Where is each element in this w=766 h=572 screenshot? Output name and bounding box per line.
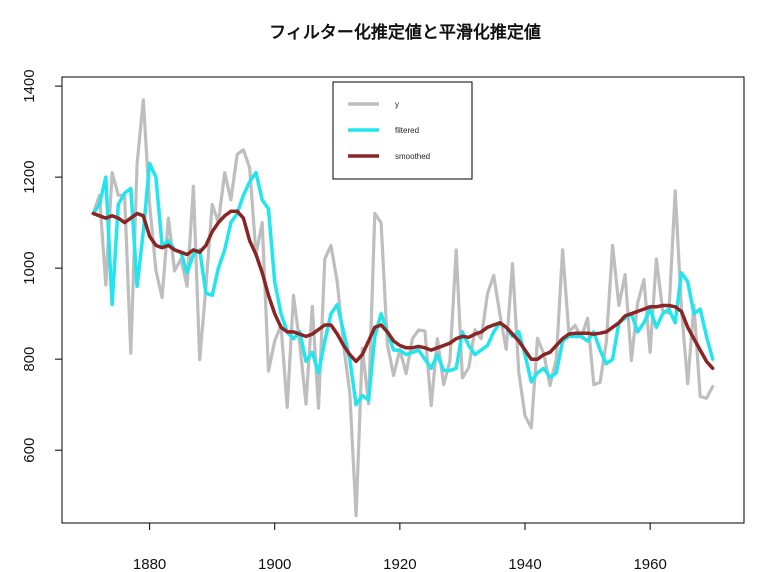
- x-axis: 1880 1900 1920 1940 1960: [133, 523, 667, 572]
- legend: y filtered smoothed: [332, 81, 473, 180]
- x-tick-label: 1920: [383, 556, 416, 572]
- legend-label: filtered: [395, 126, 419, 135]
- legend-label: y: [395, 100, 399, 109]
- series-line-smoothed: [91, 209, 715, 371]
- y-tick-label: 1000: [21, 251, 38, 284]
- series-layer: [91, 98, 715, 518]
- series-line-y: [91, 98, 715, 518]
- x-tick-label: 1940: [508, 556, 541, 572]
- chart-title: フィルター化推定値と平滑化推定値: [269, 22, 541, 43]
- y-tick-label: 1400: [21, 69, 38, 102]
- x-tick-label: 1880: [133, 556, 166, 572]
- y-tick-label: 1200: [21, 160, 38, 193]
- x-tick-label: 1960: [633, 556, 666, 572]
- x-tick-label: 1900: [258, 556, 291, 572]
- y-tick-label: 600: [21, 438, 38, 463]
- plot-frame: [61, 76, 745, 524]
- y-tick-label: 800: [21, 347, 38, 372]
- y-axis: 600 800 1000 1200 1400: [21, 69, 62, 463]
- legend-label: smoothed: [395, 152, 430, 161]
